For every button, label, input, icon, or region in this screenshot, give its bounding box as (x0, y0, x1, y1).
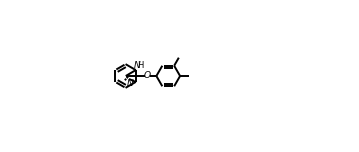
Text: N: N (134, 61, 140, 70)
Text: H: H (137, 61, 144, 70)
Text: N: N (126, 79, 133, 88)
Text: O: O (144, 71, 151, 81)
